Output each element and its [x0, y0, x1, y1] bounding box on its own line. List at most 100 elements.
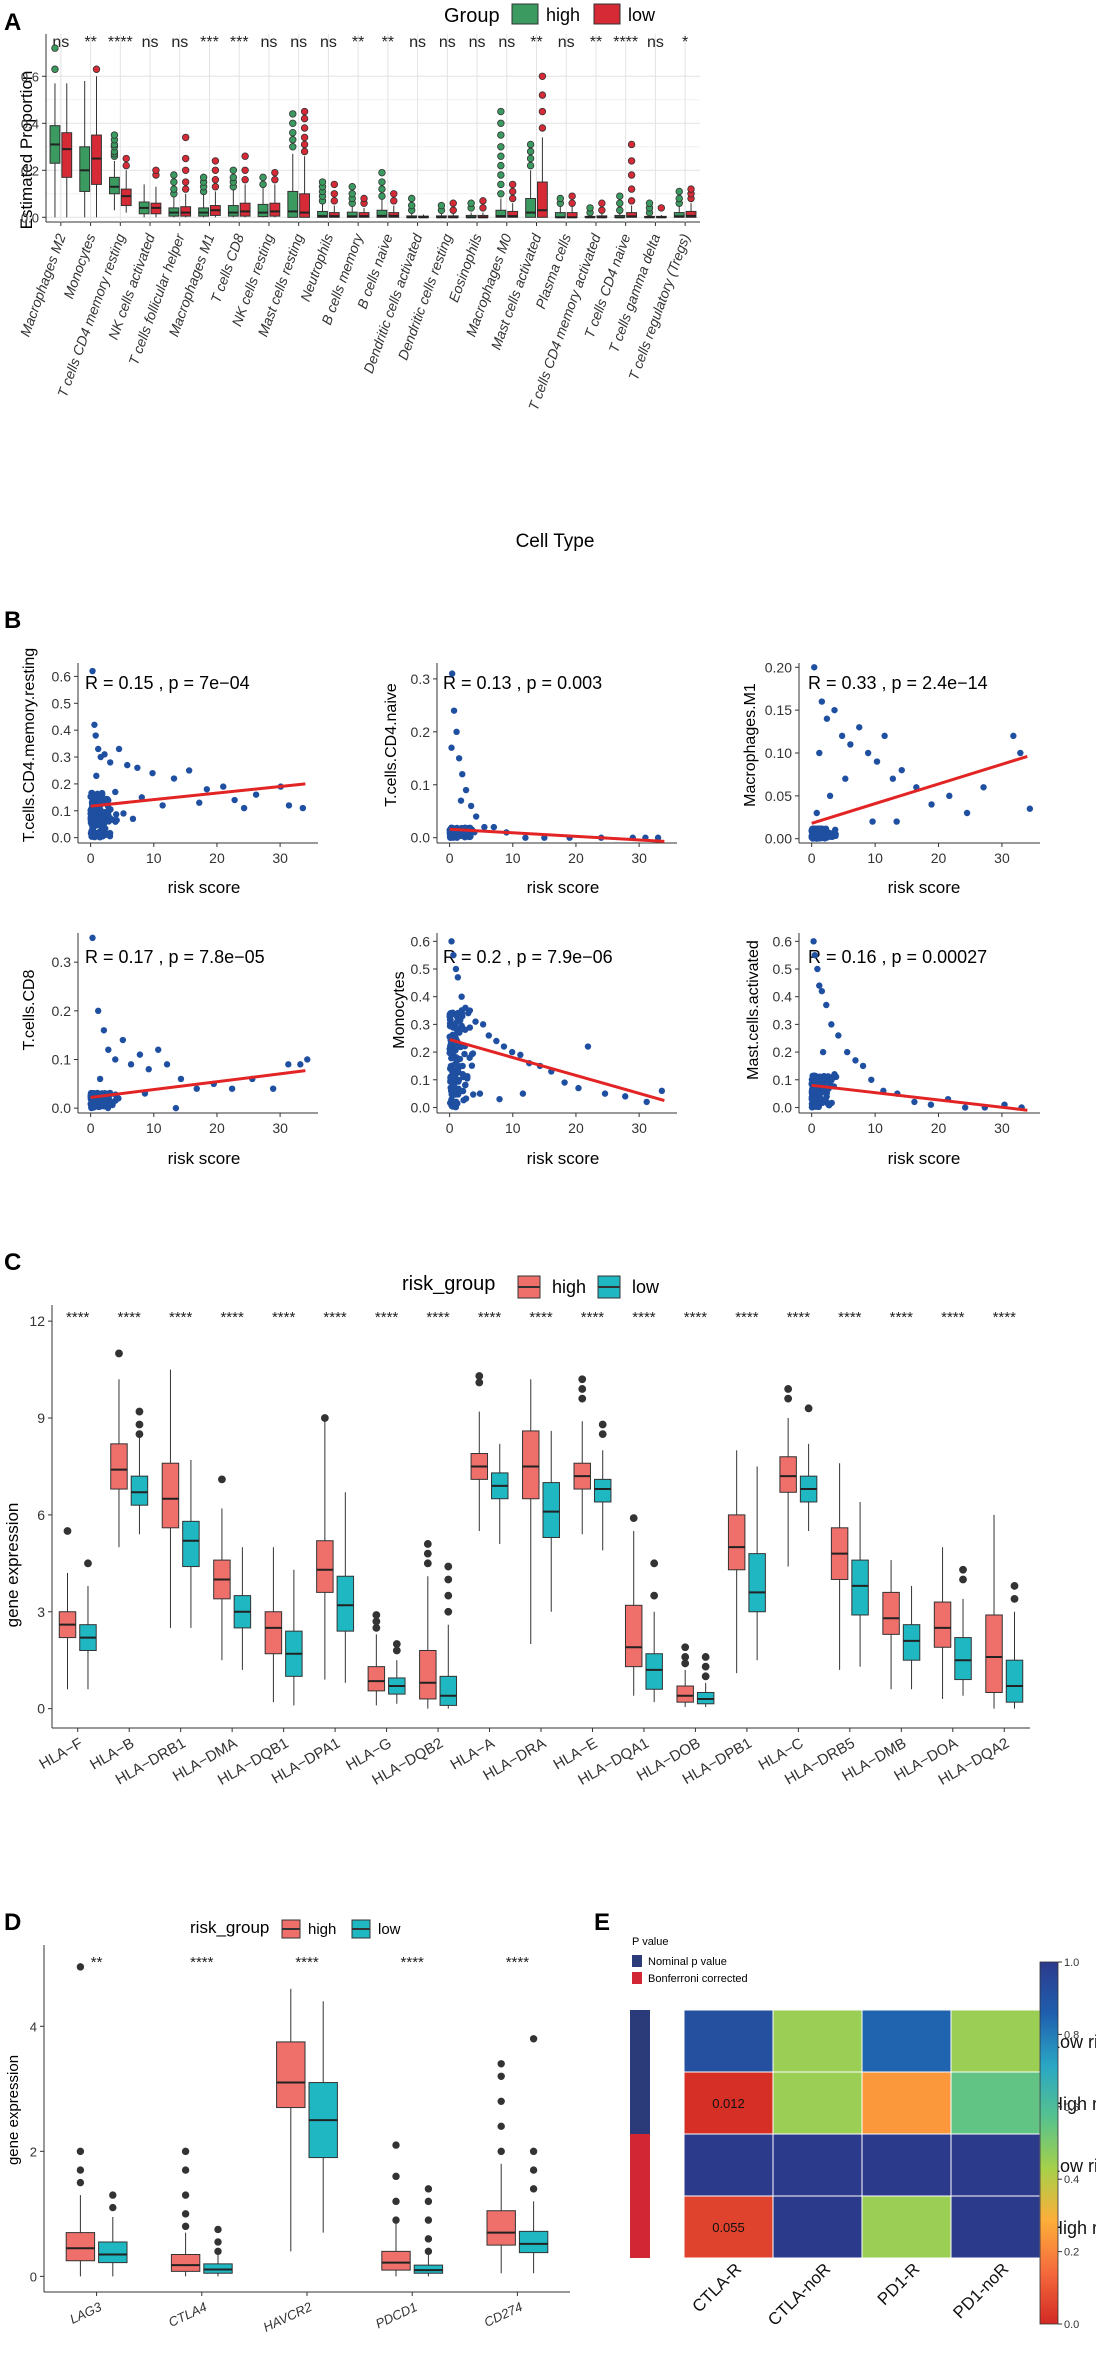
b5-xtick-label: 0: [808, 1120, 816, 1136]
a-outlier: [687, 185, 695, 193]
a-outlier: [122, 154, 130, 163]
c-outlier: [444, 1575, 453, 1584]
b5-ytick-label: 0.1: [773, 1072, 793, 1088]
c-outlier: [701, 1662, 710, 1671]
a-outlier: [449, 199, 457, 207]
b1-ytick-label: 0.3: [411, 671, 431, 687]
b2-point: [811, 664, 818, 671]
a-box-high: [495, 209, 507, 218]
a-outlier: [289, 136, 297, 144]
b5-point: [814, 965, 821, 973]
a-outlier: [538, 124, 547, 132]
a-outlier: [92, 65, 101, 73]
a-outlier: [616, 192, 624, 200]
a-outlier: [229, 166, 238, 174]
panel-c: risk_group high low gene expression 0 3 6 9…: [3, 1273, 1030, 1789]
d-outlier: [76, 1963, 85, 1971]
a-significance-label: **: [84, 34, 96, 51]
b0-ytick-label: 0.6: [52, 668, 72, 684]
a-significance-label: ns: [439, 34, 456, 51]
b4-point: [452, 1091, 460, 1098]
b1-point: [472, 813, 480, 820]
b0-ytick-label: 0.2: [52, 776, 72, 792]
b5-point: [811, 951, 819, 959]
a-outlier: [497, 152, 505, 160]
b0-point: [115, 745, 123, 753]
c-outlier: [423, 1540, 432, 1548]
b0-ytick-label: 0.3: [52, 749, 72, 765]
e-cell: [950, 2071, 1041, 2135]
b4-point: [456, 1055, 464, 1063]
c-box-low: [130, 1475, 149, 1506]
d-outlier: [392, 2216, 400, 2224]
a-outlier: [645, 199, 654, 207]
legend-d-high-label: high: [308, 1921, 336, 1938]
b4-ytick-label: 0.1: [411, 1072, 431, 1088]
c-ytick-label: 9: [37, 1410, 45, 1426]
b2-point: [873, 758, 881, 765]
b2-xtick-label: 0: [808, 850, 816, 866]
a-outlier: [467, 199, 475, 207]
c-ytick-label: 0: [37, 1701, 45, 1717]
a-outlier: [497, 119, 505, 127]
b3-point: [304, 1056, 311, 1063]
a-outlier: [627, 157, 636, 165]
c-significance-label: ****: [684, 1309, 708, 1326]
b5-point: [825, 1102, 833, 1109]
c-box-high: [316, 1540, 334, 1593]
a-significance-label: ns: [142, 34, 159, 51]
c-box-low: [182, 1520, 200, 1568]
b3-point: [105, 1046, 112, 1053]
b2-xtick-label: 30: [994, 850, 1010, 866]
xlabel-b3: risk score: [168, 1149, 241, 1168]
b3-xtick-label: 30: [272, 1120, 288, 1136]
a-outlier: [110, 131, 119, 139]
a-outlier: [152, 166, 160, 174]
b2-point: [1017, 749, 1024, 757]
a-outlier: [538, 72, 547, 80]
c-box-high: [779, 1456, 797, 1493]
a-outlier: [122, 161, 130, 170]
b0-xtick-label: 10: [146, 850, 162, 866]
a-significance-label: ns: [558, 34, 575, 51]
a-outlier: [508, 180, 517, 189]
d-significance-label: ****: [190, 1954, 214, 1971]
c-box-high: [264, 1611, 283, 1655]
b4-point: [584, 1043, 592, 1050]
b3-xtick-label: 20: [209, 1120, 225, 1136]
a-outlier: [289, 119, 297, 127]
a-outlier: [675, 194, 683, 203]
a-outlier: [300, 140, 309, 149]
a-box-high: [525, 198, 537, 218]
a-box-low: [239, 202, 251, 217]
b3-point: [127, 1061, 135, 1068]
b1-point: [462, 786, 470, 794]
a-outlier: [300, 147, 309, 156]
d-outlier: [529, 2185, 538, 2193]
e-cell: [772, 2133, 863, 2197]
a-outlier: [497, 171, 505, 179]
c-significance-label: ****: [529, 1309, 553, 1326]
a-outlier: [598, 199, 606, 207]
a-box-high: [227, 205, 239, 217]
a-outlier: [538, 107, 547, 116]
c-significance-label: ****: [375, 1309, 399, 1326]
a-significance-label: ns: [647, 34, 664, 51]
annotation-b3: R = 0.17 , p = 7.8e−05: [85, 947, 265, 967]
a-box-low: [61, 132, 73, 178]
b0-point: [87, 810, 94, 817]
b3-point: [119, 1036, 127, 1044]
b3-point: [100, 1027, 108, 1034]
a-box-high: [376, 209, 388, 218]
b2-point: [856, 724, 863, 731]
legend-a-high-key: [511, 3, 539, 25]
a-outlier: [378, 185, 386, 193]
d-outlier: [214, 2238, 222, 2246]
a-outlier: [289, 128, 297, 137]
b5-point: [831, 1071, 838, 1078]
b4-point: [476, 1090, 484, 1097]
c-outlier: [372, 1617, 381, 1626]
b5-xtick-label: 20: [931, 1120, 947, 1136]
a-outlier: [497, 131, 505, 139]
a-significance-label: ns: [290, 34, 307, 51]
